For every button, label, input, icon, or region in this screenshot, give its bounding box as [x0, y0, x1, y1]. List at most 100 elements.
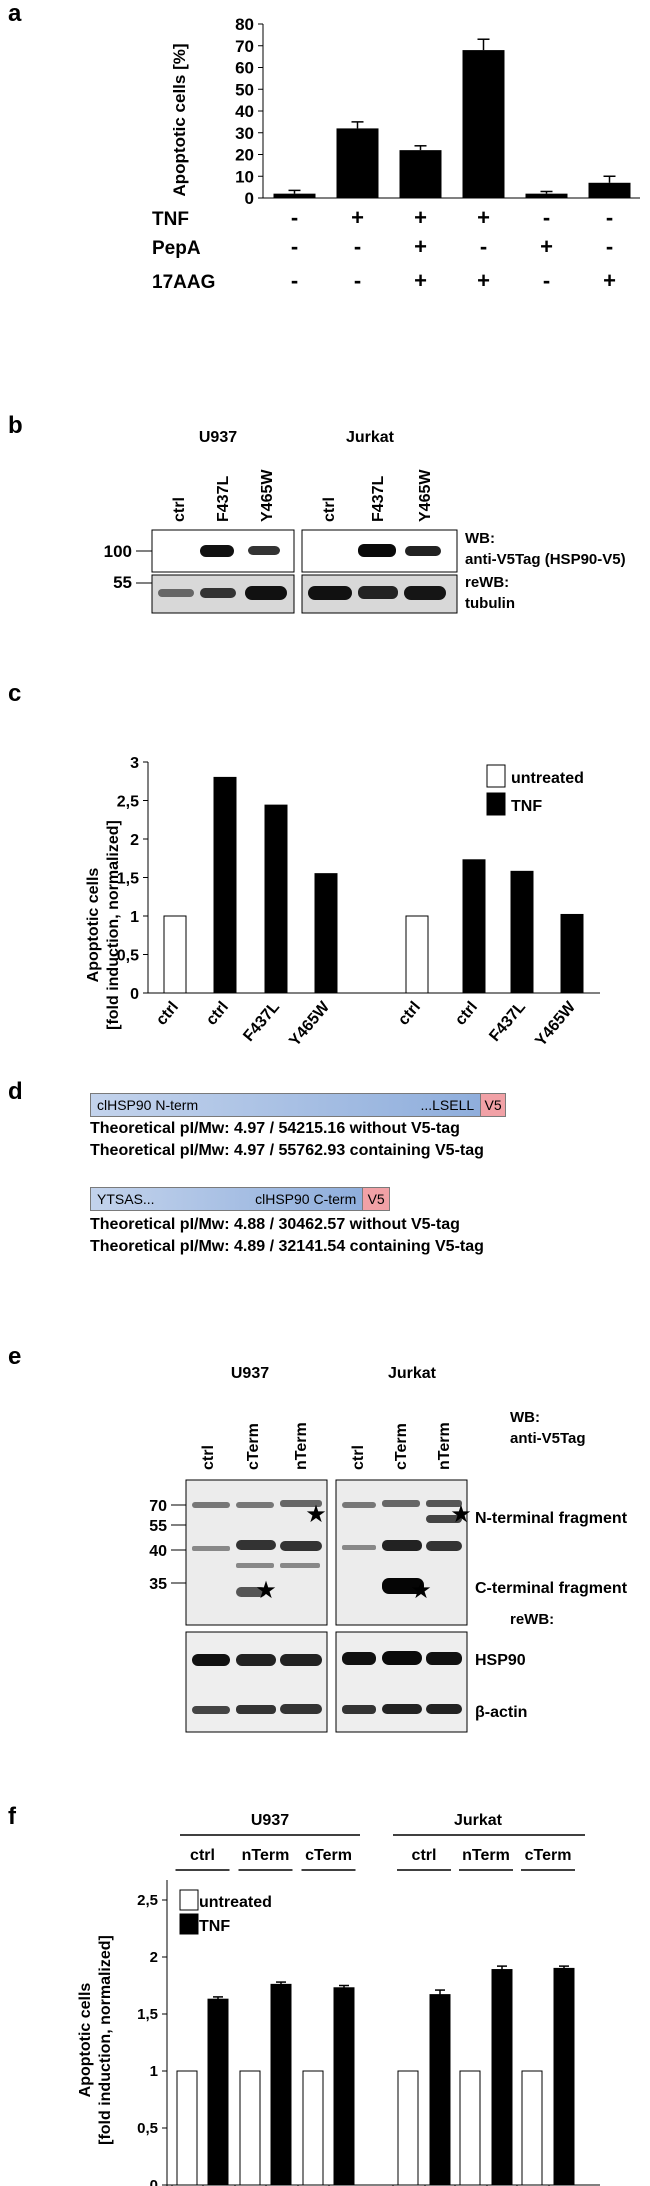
western-blot-b: U937 Jurkat ctrl F437L Y465W ctrl F437L Y465W…: [104, 429, 626, 614]
chart-c-ytick-label: 2,5: [117, 794, 139, 811]
e-mw-label: 35: [149, 1576, 167, 1593]
e-label-wb: WB:: [510, 1409, 540, 1426]
band-b-f437l-1: [200, 545, 234, 557]
chart-c-bar-tnf: [510, 870, 534, 994]
seq-nterm-label: clHSP90 N-term: [97, 1097, 199, 1113]
f-subgroup-label: nTerm: [462, 1847, 510, 1864]
panel-a-letter: a: [8, 0, 22, 27]
chart-a-sign: -: [354, 234, 361, 259]
chart-c-xtick-label: F437L: [240, 998, 283, 1045]
panel-c-letter: c: [8, 680, 22, 707]
chart-a-sign: +: [540, 234, 553, 259]
e-label-v5tag: anti-V5Tag: [510, 1430, 586, 1447]
chart-c-ytick-label: 1: [130, 909, 139, 926]
chart-c-ytick-label: 0,5: [117, 948, 139, 965]
chart-f-bar-tnf: [491, 1969, 513, 2186]
chart-a-sign: +: [414, 205, 427, 230]
chart-f-bar-tnf: [270, 1983, 292, 2186]
f-group-jurkat: Jurkat: [454, 1812, 503, 1829]
band-b-y465w-2: [405, 546, 441, 556]
b-lane-label: ctrl: [321, 497, 338, 522]
chart-a-ytick-label: 50: [235, 80, 254, 99]
e-group-jurkat: Jurkat: [388, 1365, 437, 1382]
chart-f-bar-untreated: [459, 2070, 481, 2186]
chart-f-bar-tnf: [207, 1998, 229, 2186]
chart-f-bar-untreated: [176, 2070, 198, 2186]
chart-a-ytick-label: 60: [235, 59, 254, 78]
chart-c-xtick-label: ctrl: [452, 999, 481, 1029]
chart-a-sign: +: [477, 268, 490, 293]
b-group-jurkat: Jurkat: [346, 429, 395, 446]
chart-f-bar-tnf: [333, 1987, 355, 2186]
chart-a-sign: -: [543, 268, 550, 293]
chart-a-sign: +: [414, 234, 427, 259]
chart-c-ylabel-2: [fold induction, normalized]: [105, 820, 122, 1030]
legend-c-untreated-swatch: [486, 764, 506, 788]
chart-c-bar-tnf: [314, 873, 338, 994]
chart-c-bar-tnf: [462, 859, 486, 994]
b-lane-label: Y465W: [259, 469, 276, 522]
chart-a-sign: -: [291, 268, 298, 293]
e-mw-label: 55: [149, 1518, 167, 1535]
legend-c-tnf: TNF: [511, 798, 542, 815]
chart-c-xtick-label: Y465W: [286, 998, 333, 1050]
chart-a-row-label: 17AAG: [152, 272, 215, 293]
band-b-y465w-1: [248, 546, 280, 555]
seq-cterm-start: YTSAS...: [97, 1191, 155, 1207]
chart-f-ylabel-1: Apoptotic cells: [77, 1983, 94, 2098]
panel-e-letter: e: [8, 1343, 22, 1370]
chart-a-bar: [462, 50, 505, 198]
e-lane-label: nTerm: [293, 1422, 310, 1470]
chart-f-ytick-label: 1: [150, 2063, 158, 2080]
chart-a-sign: -: [543, 205, 550, 230]
chart-c-xtick-label: ctrl: [395, 999, 424, 1029]
chart-f-bar-untreated: [239, 2070, 261, 2186]
star-e-cterm-u937: ★: [255, 1577, 277, 1604]
e-label-hsp90: HSP90: [475, 1652, 526, 1669]
band-b-f437l-2: [358, 544, 396, 557]
e-lane-label: cTerm: [393, 1423, 410, 1470]
star-e-nterm-jurkat: ★: [450, 1501, 472, 1528]
chart-a-ytick-label: 80: [235, 15, 254, 34]
blot-e-bottom-right: [335, 1631, 468, 1733]
chart-c-bar-tnf: [560, 913, 584, 994]
chart-f-bar-tnf: [429, 1994, 451, 2186]
legend-c-tnf-swatch: [486, 792, 506, 816]
e-label-n-fragment: N-terminal fragment: [475, 1510, 628, 1527]
e-mw-label: 70: [149, 1498, 167, 1515]
b-label-v5tag: anti-V5Tag (HSP90-V5): [465, 551, 626, 568]
chart-f-bar-untreated: [397, 2070, 419, 2186]
e-lane-label: ctrl: [200, 1445, 217, 1470]
seq-v5-tag-2: V5: [367, 1191, 385, 1207]
star-e-cterm-jurkat: ★: [410, 1577, 432, 1604]
panel-b-letter: b: [8, 412, 23, 439]
panel-f-letter: f: [8, 1803, 16, 1830]
chart-a-sign: -: [291, 234, 298, 259]
chart-a-ylabel: Apoptotic cells [%]: [170, 43, 189, 196]
chart-a-bar: [399, 150, 442, 198]
legend-c-untreated: untreated: [511, 770, 584, 787]
chart-c-ytick-label: 1,5: [117, 871, 139, 888]
f-subgroup-label: ctrl: [190, 1847, 215, 1864]
chart-a-row-label: PepA: [152, 238, 201, 259]
chart-f-ytick-label: 1,5: [137, 2006, 158, 2023]
chart-c-bar-tnf: [264, 804, 288, 994]
b-mw-55: 55: [113, 573, 132, 592]
chart-a-ytick-label: 40: [235, 102, 254, 121]
star-e-nterm-u937: ★: [305, 1501, 327, 1528]
band-b-tub-1: [158, 589, 194, 597]
chart-f-bar-untreated: [521, 2070, 543, 2186]
e-lane-label: nTerm: [436, 1422, 453, 1470]
band-b-tub-4: [308, 586, 352, 600]
panel-d-letter: d: [8, 1078, 23, 1105]
f-group-u937: U937: [251, 1812, 289, 1829]
chart-c-xtick-label: ctrl: [203, 999, 232, 1029]
chart-a-bar: [336, 128, 379, 198]
chart-a-ytick-label: 70: [235, 37, 254, 56]
chart-c-bar-untreated: [405, 915, 429, 994]
seq-line-1: Theoretical pI/Mw: 4.97 / 54215.16 witho…: [90, 1120, 460, 1137]
e-lane-labels: ctrl cTerm nTerm ctrl cTerm nTerm: [200, 1422, 453, 1470]
chart-a-sign: +: [603, 268, 616, 293]
chart-f-ytick-label: 2: [150, 1949, 158, 1966]
seq-nterm-end: ...LSELL: [420, 1097, 475, 1113]
